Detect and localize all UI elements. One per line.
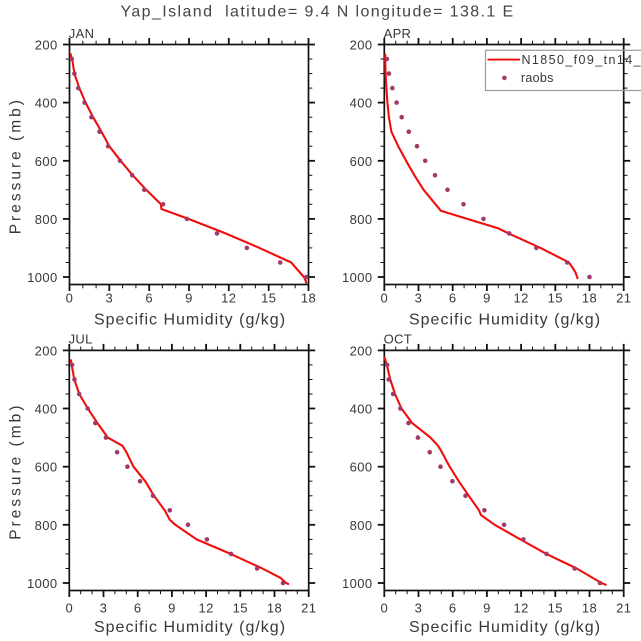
svg-text:21: 21 bbox=[616, 291, 631, 306]
svg-text:Pressure (mb): Pressure (mb) bbox=[8, 403, 25, 540]
svg-text:OCT: OCT bbox=[384, 332, 412, 347]
svg-text:Specific Humidity (g/kg): Specific Humidity (g/kg) bbox=[409, 619, 601, 636]
svg-text:18: 18 bbox=[301, 291, 316, 306]
svg-text:12: 12 bbox=[513, 601, 528, 616]
svg-text:21: 21 bbox=[616, 601, 631, 616]
svg-text:1000: 1000 bbox=[27, 576, 58, 591]
svg-text:0: 0 bbox=[66, 291, 74, 306]
svg-text:6: 6 bbox=[134, 601, 142, 616]
svg-text:800: 800 bbox=[35, 518, 58, 533]
svg-text:21: 21 bbox=[301, 601, 316, 616]
svg-text:15: 15 bbox=[548, 601, 563, 616]
svg-text:9: 9 bbox=[185, 291, 193, 306]
svg-text:600: 600 bbox=[350, 154, 373, 169]
svg-text:Specific Humidity (g/kg): Specific Humidity (g/kg) bbox=[409, 312, 601, 329]
svg-text:9: 9 bbox=[483, 601, 491, 616]
svg-text:3: 3 bbox=[100, 601, 108, 616]
svg-text:800: 800 bbox=[350, 212, 373, 227]
svg-text:200: 200 bbox=[350, 38, 373, 53]
svg-text:Specific Humidity (g/kg): Specific Humidity (g/kg) bbox=[94, 312, 286, 329]
svg-text:18: 18 bbox=[267, 601, 282, 616]
svg-text:1000: 1000 bbox=[342, 270, 373, 285]
svg-text:800: 800 bbox=[35, 212, 58, 227]
svg-text:0: 0 bbox=[65, 601, 73, 616]
svg-text:15: 15 bbox=[548, 291, 563, 306]
svg-text:N1850_f09_tn14_gl: N1850_f09_tn14_gl bbox=[522, 53, 641, 67]
svg-text:600: 600 bbox=[35, 154, 58, 169]
svg-text:200: 200 bbox=[350, 343, 373, 358]
svg-text:3: 3 bbox=[415, 601, 423, 616]
svg-text:3: 3 bbox=[105, 291, 113, 306]
svg-text:6: 6 bbox=[145, 291, 153, 306]
svg-text:0: 0 bbox=[380, 601, 388, 616]
svg-text:400: 400 bbox=[350, 402, 373, 417]
svg-text:6: 6 bbox=[449, 291, 457, 306]
svg-text:JAN: JAN bbox=[69, 26, 94, 41]
svg-text:JUL: JUL bbox=[69, 332, 93, 347]
svg-text:12: 12 bbox=[513, 291, 528, 306]
svg-text:raobs: raobs bbox=[521, 71, 554, 85]
svg-text:15: 15 bbox=[261, 291, 276, 306]
svg-text:18: 18 bbox=[582, 291, 597, 306]
svg-text:200: 200 bbox=[35, 38, 58, 53]
svg-text:9: 9 bbox=[168, 601, 176, 616]
svg-text:APR: APR bbox=[384, 26, 412, 41]
svg-text:6: 6 bbox=[449, 601, 457, 616]
svg-text:Pressure (mb): Pressure (mb) bbox=[8, 97, 25, 234]
svg-text:400: 400 bbox=[350, 96, 373, 111]
svg-text:200: 200 bbox=[35, 343, 58, 358]
svg-text:12: 12 bbox=[221, 291, 236, 306]
svg-text:400: 400 bbox=[35, 402, 58, 417]
svg-text:15: 15 bbox=[233, 601, 248, 616]
svg-text:0: 0 bbox=[380, 291, 388, 306]
svg-text:1000: 1000 bbox=[342, 576, 373, 591]
svg-text:600: 600 bbox=[35, 460, 58, 475]
svg-text:3: 3 bbox=[415, 291, 423, 306]
svg-text:9: 9 bbox=[483, 291, 491, 306]
svg-text:12: 12 bbox=[198, 601, 213, 616]
svg-text:Yap_Island latitude= 9.4 N lo: Yap_Island latitude= 9.4 N longitude= 13… bbox=[121, 4, 515, 21]
svg-text:1000: 1000 bbox=[27, 270, 58, 285]
svg-text:600: 600 bbox=[350, 460, 373, 475]
svg-text:Specific Humidity (g/kg): Specific Humidity (g/kg) bbox=[94, 619, 286, 636]
svg-text:800: 800 bbox=[350, 518, 373, 533]
svg-text:400: 400 bbox=[35, 96, 58, 111]
svg-text:18: 18 bbox=[582, 601, 597, 616]
